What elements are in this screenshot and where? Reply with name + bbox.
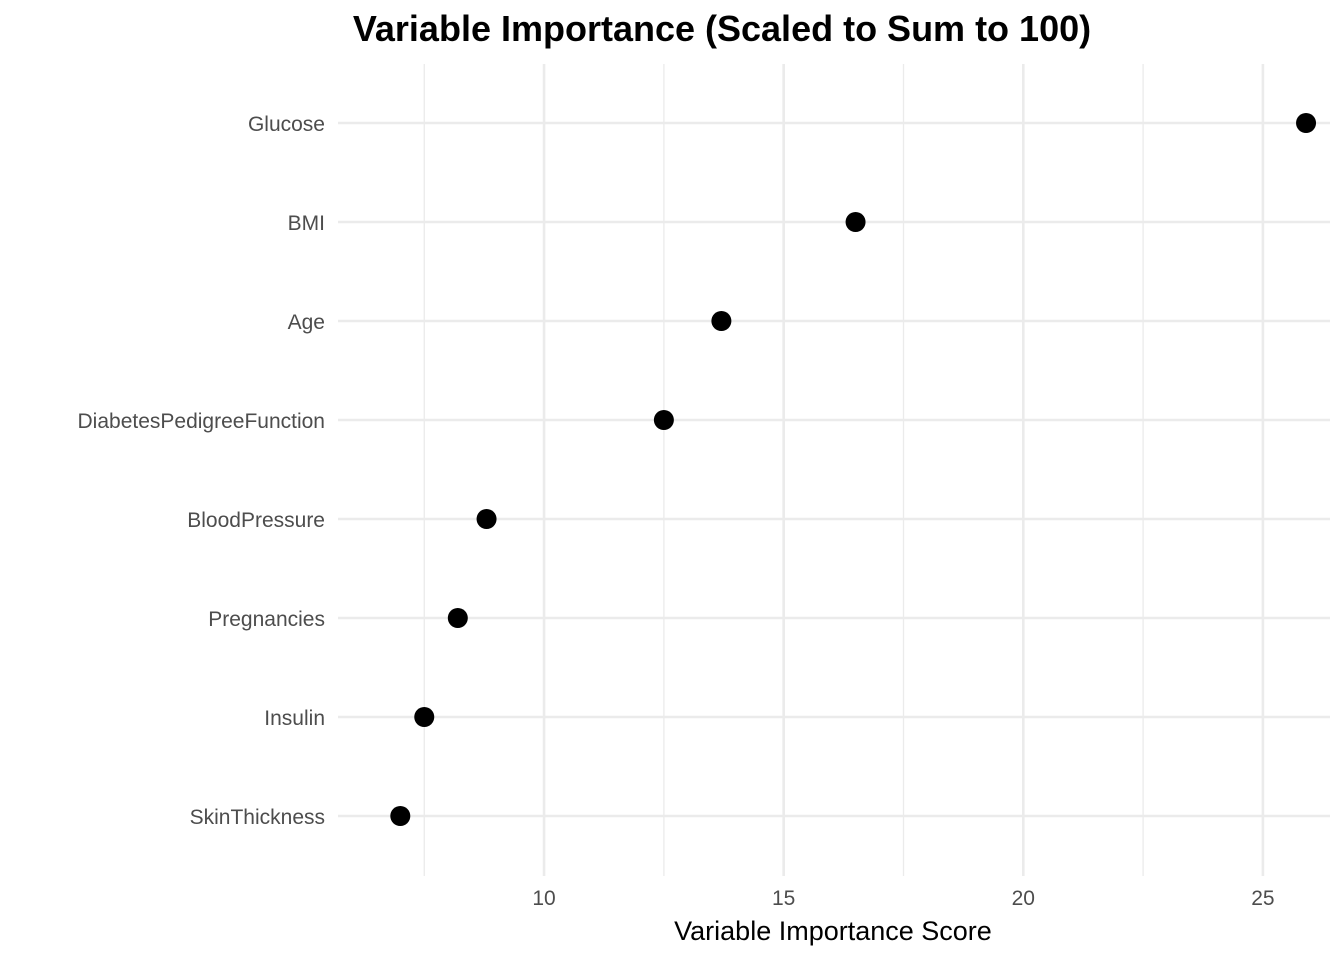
data-point <box>1296 113 1317 133</box>
x-axis-title: Variable Importance Score <box>674 916 992 946</box>
y-tick-labels: Glucose BMI Age DiabetesPedigreeFunction Blo… <box>78 113 326 829</box>
data-points <box>390 113 1317 826</box>
y-tick-label: BloodPressure <box>187 509 325 532</box>
y-tick-label: Glucose <box>248 113 325 136</box>
x-tick-label: 20 <box>1012 887 1035 910</box>
data-point <box>414 707 435 727</box>
data-point <box>845 212 866 232</box>
x-tick-label: 15 <box>772 887 795 910</box>
y-tick-label: BMI <box>288 212 325 235</box>
y-tick-label: Insulin <box>264 707 325 730</box>
data-point <box>476 509 497 529</box>
grid-layer <box>338 64 1330 876</box>
x-tick-labels: 10 15 20 25 <box>532 887 1274 910</box>
chart-title: Variable Importance (Scaled to Sum to 10… <box>352 8 1092 49</box>
data-point <box>390 806 411 826</box>
data-point <box>447 608 468 628</box>
y-tick-label: Age <box>288 311 325 334</box>
x-tick-label: 25 <box>1251 887 1274 910</box>
y-tick-label: DiabetesPedigreeFunction <box>78 410 326 433</box>
y-tick-label: SkinThickness <box>190 806 325 829</box>
y-tick-label: Pregnancies <box>208 608 325 631</box>
x-tick-label: 10 <box>532 887 555 910</box>
data-point <box>711 311 732 331</box>
data-point <box>653 410 674 430</box>
